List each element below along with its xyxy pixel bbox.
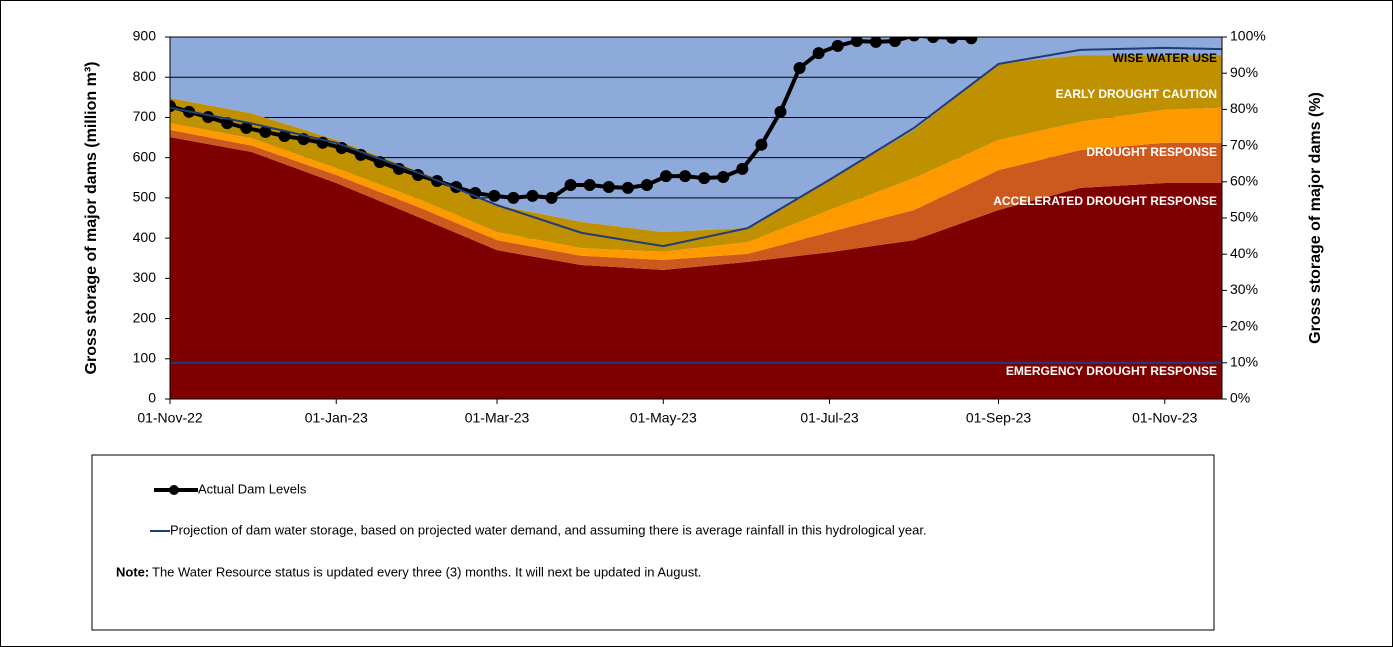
zone-label: EARLY DROUGHT CAUTION [1056, 87, 1217, 101]
x-tick-label: 01-Nov-22 [137, 410, 203, 426]
zone-label: ACCELERATED DROUGHT RESPONSE [993, 194, 1217, 208]
x-tick-label: 01-Jul-23 [800, 410, 859, 426]
y2-tick-label: 30% [1230, 281, 1258, 297]
data-point [602, 181, 615, 194]
y2-tick-label: 70% [1230, 136, 1258, 152]
data-point [774, 105, 787, 118]
y-tick-label: 400 [133, 229, 157, 245]
data-point [640, 179, 653, 192]
data-point [621, 181, 634, 194]
data-point [927, 37, 940, 43]
y2-tick-label: 50% [1230, 209, 1258, 225]
area-band [170, 107, 1222, 260]
x-tick-label: 01-Mar-23 [465, 410, 530, 426]
x-tick-label: 01-Nov-23 [1132, 410, 1198, 426]
data-point [202, 111, 215, 124]
data-point [507, 191, 520, 204]
y-tick-label: 200 [133, 309, 157, 325]
data-point [755, 138, 768, 151]
x-tick-label: 01-Sep-23 [966, 410, 1032, 426]
y2-tick-label: 0% [1230, 390, 1250, 406]
y2-tick-label: 60% [1230, 173, 1258, 189]
data-point [278, 129, 291, 142]
y-tick-label: 600 [133, 148, 157, 164]
x-tick-label: 01-May-23 [630, 410, 697, 426]
y2-tick-label: 90% [1230, 64, 1258, 80]
plot-area [170, 37, 1222, 399]
area-band [170, 129, 1222, 270]
data-point [240, 121, 253, 134]
data-point [812, 47, 825, 60]
y2-axis-title: Gross storage of major dams (%) [1307, 92, 1324, 344]
data-point [946, 37, 959, 44]
series-line [170, 46, 1222, 248]
y2-tick-label: 40% [1230, 245, 1258, 261]
y2-tick-label: 80% [1230, 100, 1258, 116]
y-tick-label: 0 [148, 390, 156, 406]
data-point [869, 37, 882, 48]
data-point [793, 61, 806, 74]
data-point [526, 189, 539, 202]
zone-label: EMERGENCY DROUGHT RESPONSE [1006, 364, 1217, 378]
legend-label: Projection of dam water storage, based o… [170, 522, 927, 537]
data-point [660, 170, 673, 183]
y-tick-label: 800 [133, 68, 157, 84]
data-point [717, 170, 730, 183]
data-point [545, 191, 558, 204]
y2-tick-label: 20% [1230, 317, 1258, 333]
data-point [965, 37, 978, 45]
zone-label: WISE WATER USE [1113, 51, 1217, 65]
data-point [850, 37, 863, 48]
x-tick-label: 01-Jan-23 [305, 410, 368, 426]
data-point [736, 162, 749, 175]
data-point [469, 187, 482, 200]
area-band [170, 55, 1222, 252]
note-text: The Water Resource status is updated eve… [152, 564, 701, 579]
y-tick-label: 300 [133, 269, 157, 285]
y-tick-label: 700 [133, 108, 157, 124]
data-point [831, 39, 844, 52]
y2-tick-label: 100% [1230, 28, 1266, 44]
legend-label: Actual Dam Levels [198, 481, 307, 496]
note-label: Note: [116, 564, 149, 579]
data-point [679, 170, 692, 183]
area-band [170, 37, 1222, 233]
data-point [698, 172, 711, 185]
data-point [488, 189, 501, 202]
y-tick-label: 900 [133, 28, 157, 44]
legend-marker [169, 485, 179, 495]
y-tick-label: 100 [133, 349, 157, 365]
data-point [888, 37, 901, 48]
data-point [908, 37, 920, 42]
y-tick-label: 500 [133, 189, 157, 205]
data-point [583, 179, 596, 192]
zone-label: DROUGHT RESPONSE [1086, 145, 1217, 159]
foreground: EMERGENCY DROUGHT RESPONSE ACCELERATED DR… [133, 28, 1266, 426]
data-point [564, 179, 577, 192]
area-band [170, 137, 1222, 399]
legend-box [91, 454, 1215, 631]
y2-tick-label: 10% [1230, 354, 1258, 370]
y-axis-title: Gross storage of major dams (million m³) [83, 62, 100, 375]
data-point [259, 125, 272, 138]
